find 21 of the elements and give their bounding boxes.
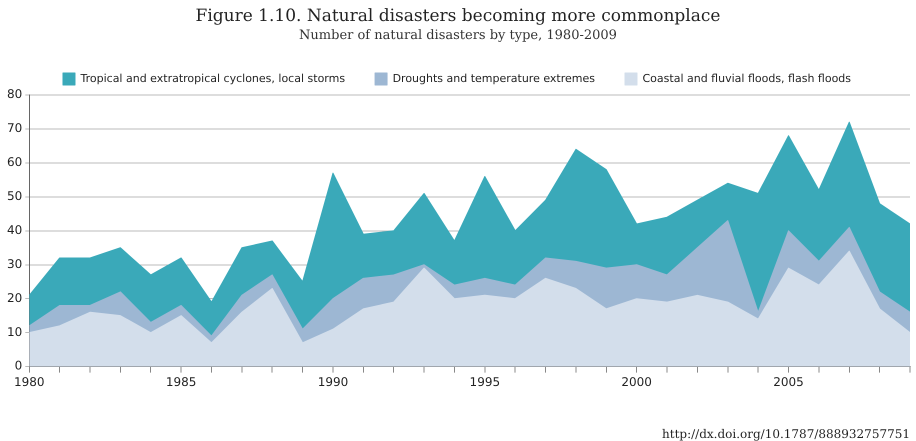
x-tick-label: 2005 [773, 374, 804, 389]
chart-title: Figure 1.10. Natural disasters becoming more commonplace [194, 6, 722, 26]
x-tick-label: 1990 [318, 374, 348, 389]
legend-label: Coastal and fluvial floods, flash floods [642, 72, 852, 85]
y-tick-label: 20 [6, 290, 22, 305]
chart-subtitle: Number of natural disasters by type, 1980-2009 [298, 28, 618, 43]
y-tick-label: 10 [6, 324, 22, 339]
y-tick-label: 30 [6, 256, 22, 271]
x-tick-label: 1985 [166, 374, 196, 389]
y-tick-label: 70 [6, 121, 22, 136]
y-tick-label: 0 [14, 358, 22, 373]
legend-label: Tropical and extratropical cyclones, local storms [79, 72, 346, 85]
y-tick-label: 80 [6, 87, 22, 102]
x-tick-label: 1995 [470, 374, 500, 389]
y-tick-label: 60 [6, 155, 22, 170]
y-tick-label: 40 [6, 222, 22, 237]
legend-label: Droughts and temperature extremes [392, 72, 596, 85]
y-tick-label: 50 [6, 188, 22, 203]
x-tick-label: 2000 [621, 374, 652, 389]
text: http://dx.doi.org/10.1787/888932757751 [662, 427, 910, 441]
x-tick-label: 1980 [14, 374, 45, 389]
